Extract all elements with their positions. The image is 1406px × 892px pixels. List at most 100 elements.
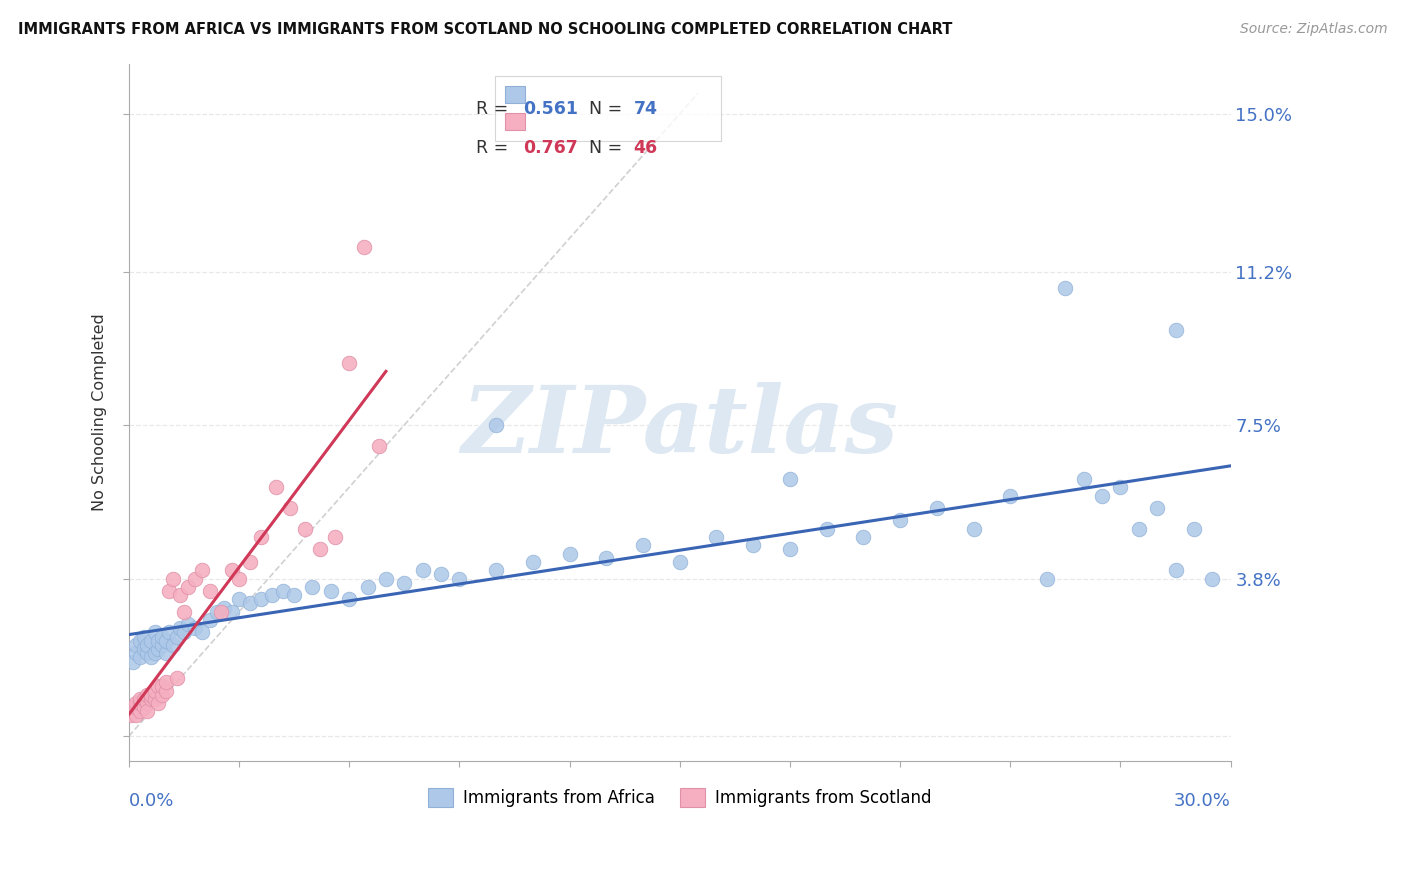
Point: [271, 584, 294, 599]
Point: [176, 580, 198, 594]
Point: [1128, 522, 1150, 536]
Point: [1000, 489, 1022, 503]
Point: [128, 691, 150, 706]
Point: [631, 538, 654, 552]
Point: [125, 708, 148, 723]
Point: [250, 530, 273, 544]
Point: [155, 646, 177, 660]
Text: ZIPatlas: ZIPatlas: [461, 382, 898, 472]
Point: [157, 584, 180, 599]
Point: [121, 655, 143, 669]
Point: [184, 621, 207, 635]
Point: [374, 572, 396, 586]
Point: [262, 588, 284, 602]
Point: [1164, 322, 1187, 336]
Point: [742, 538, 765, 552]
Text: Source: ZipAtlas.com: Source: ZipAtlas.com: [1240, 22, 1388, 37]
Point: [367, 439, 389, 453]
Point: [128, 696, 150, 710]
Point: [121, 700, 143, 714]
Point: [136, 638, 159, 652]
Point: [394, 575, 416, 590]
Point: [337, 356, 360, 370]
Point: [191, 625, 214, 640]
Point: [148, 680, 170, 694]
Point: [205, 605, 228, 619]
Point: [132, 691, 155, 706]
Point: [280, 500, 302, 515]
Point: [308, 542, 330, 557]
Text: R =: R =: [475, 138, 513, 157]
Point: [485, 417, 508, 432]
Point: [162, 572, 184, 586]
Point: [166, 671, 188, 685]
Point: [449, 572, 471, 586]
Point: [150, 638, 173, 652]
Point: [128, 704, 150, 718]
Point: [852, 530, 875, 544]
Point: [301, 580, 323, 594]
Point: [157, 625, 180, 640]
Point: [176, 617, 198, 632]
Point: [1036, 572, 1059, 586]
Point: [356, 580, 378, 594]
Point: [143, 691, 166, 706]
Point: [155, 675, 177, 690]
Point: [558, 547, 581, 561]
Point: [148, 633, 170, 648]
Point: [198, 584, 221, 599]
Text: 46: 46: [634, 138, 658, 157]
Point: [198, 613, 221, 627]
Point: [319, 584, 342, 599]
Point: [353, 239, 375, 253]
Point: [139, 688, 162, 702]
Point: [706, 530, 728, 544]
Point: [148, 696, 170, 710]
Text: 30.0%: 30.0%: [1174, 791, 1230, 810]
Point: [173, 605, 195, 619]
Point: [121, 704, 143, 718]
Point: [128, 650, 150, 665]
Point: [173, 625, 195, 640]
Point: [150, 630, 173, 644]
Point: [125, 700, 148, 714]
Point: [815, 522, 838, 536]
Text: 0.767: 0.767: [523, 138, 578, 157]
Point: [485, 563, 508, 577]
Point: [779, 472, 801, 486]
Point: [239, 555, 262, 569]
Point: [1054, 281, 1077, 295]
Point: [209, 605, 232, 619]
Point: [169, 588, 191, 602]
Point: [250, 592, 273, 607]
Point: [139, 650, 162, 665]
Point: [125, 696, 148, 710]
Point: [595, 550, 617, 565]
Point: [221, 605, 243, 619]
Point: [191, 563, 214, 577]
Text: 0.0%: 0.0%: [129, 791, 174, 810]
Point: [139, 691, 162, 706]
Point: [228, 592, 250, 607]
Point: [169, 621, 191, 635]
Point: [1073, 472, 1095, 486]
Point: [143, 683, 166, 698]
Point: [139, 633, 162, 648]
Point: [155, 633, 177, 648]
Point: [150, 680, 173, 694]
Point: [162, 638, 184, 652]
Legend: Immigrants from Africa, Immigrants from Scotland: Immigrants from Africa, Immigrants from …: [420, 780, 939, 815]
Point: [128, 633, 150, 648]
Point: [132, 642, 155, 657]
Point: [283, 588, 305, 602]
Point: [1109, 480, 1132, 494]
Point: [136, 688, 159, 702]
Point: [148, 642, 170, 657]
Point: [412, 563, 434, 577]
Text: 74: 74: [634, 101, 658, 119]
Point: [166, 630, 188, 644]
Point: [1182, 522, 1205, 536]
Point: [668, 555, 690, 569]
Point: [323, 530, 346, 544]
Point: [125, 638, 148, 652]
